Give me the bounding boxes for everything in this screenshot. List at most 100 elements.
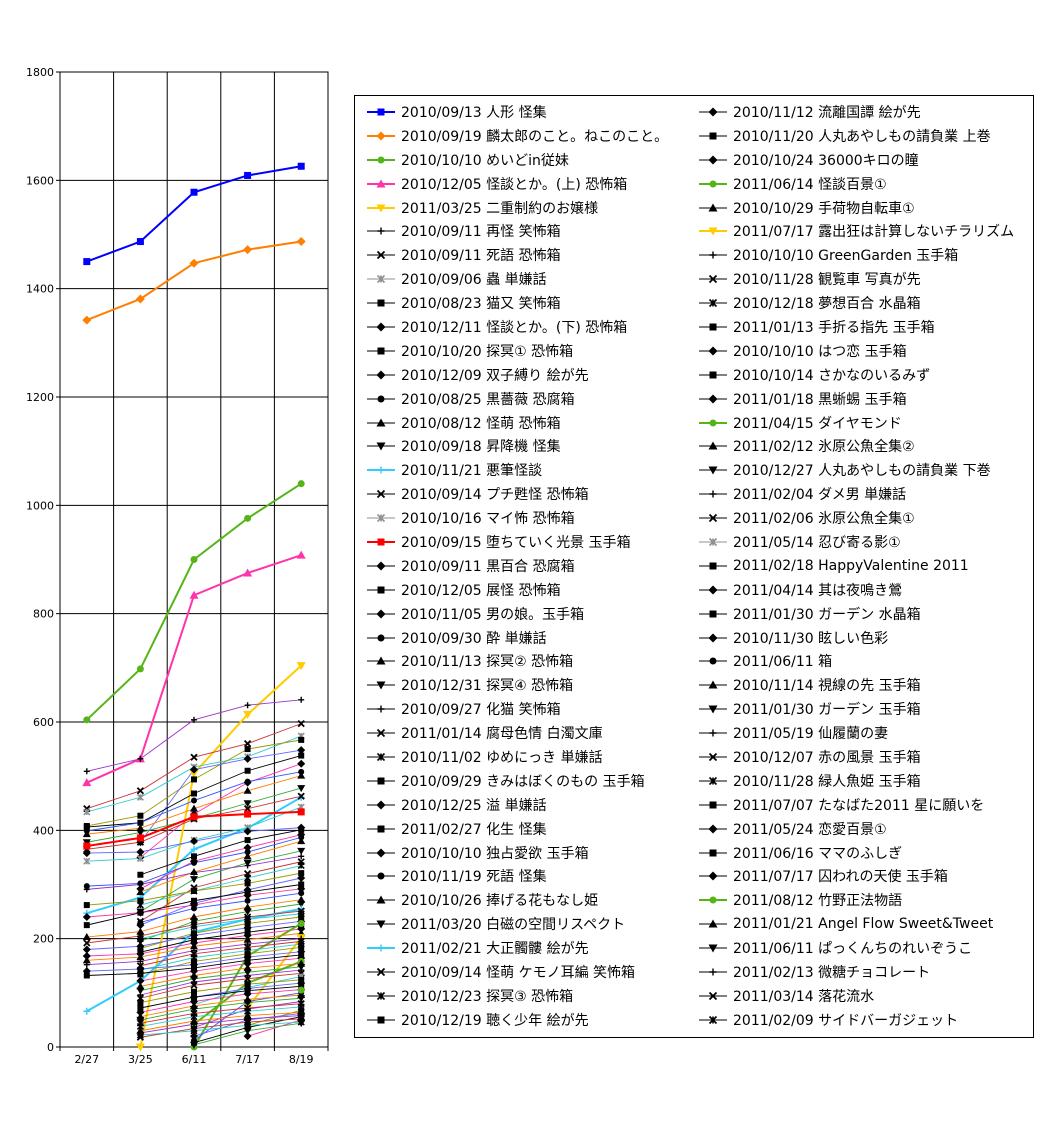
data-point [136, 848, 145, 856]
legend-point [376, 967, 386, 977]
legend-marker [699, 968, 727, 976]
data-point [243, 568, 253, 577]
data-point [136, 908, 145, 917]
legend-marker [367, 895, 395, 904]
legend-marker [699, 371, 727, 379]
legend-item: 2010/12/25 溢 単嫌話 [365, 793, 705, 817]
data-point [191, 988, 197, 995]
legend-label: 2010/12/27 人丸あやしもの請負業 下巻 [733, 463, 991, 480]
data-point [297, 924, 306, 933]
series-line [140, 763, 302, 858]
legend-marker [367, 227, 395, 235]
data-point [243, 786, 252, 794]
data-point [136, 976, 145, 985]
data-point [190, 918, 198, 926]
series-line [140, 1021, 302, 1036]
data-point [82, 913, 91, 921]
data-point [83, 824, 90, 831]
data-point [191, 853, 197, 860]
x-tick-label: 6/11 [182, 1053, 207, 1066]
legend-item: 2011/01/30 ガーデン 水晶箱 [697, 602, 1037, 626]
legend-point [377, 944, 385, 952]
legend-label: 2011/02/04 ダメ男 単嫌話 [733, 487, 907, 504]
legend-marker [699, 824, 727, 834]
legend-item: 2011/01/21 Angel Flow Sweet&Tweet [697, 912, 1037, 936]
legend-label: 2010/11/28 緑人魚姫 玉手箱 [733, 773, 921, 790]
legend-marker [367, 514, 395, 523]
data-point [243, 999, 252, 1007]
legend-marker [367, 466, 395, 474]
legend-point [708, 441, 718, 450]
data-point [82, 956, 91, 964]
legend-point [708, 155, 718, 165]
legend-point [708, 871, 718, 881]
series-line [140, 979, 302, 1004]
data-point [136, 787, 145, 795]
legend-item: 2011/07/17 囚われの天使 玉手箱 [697, 865, 1037, 889]
legend-marker [367, 322, 395, 332]
legend-label: 2011/07/17 囚われの天使 玉手箱 [733, 869, 948, 886]
legend-label: 2010/11/13 探冥② 恐怖箱 [401, 654, 574, 671]
data-point [137, 819, 144, 826]
legend-item: 2010/08/25 黒薔薇 恐腐箱 [365, 387, 705, 411]
legend-item: 2010/09/11 死語 恐怖箱 [365, 243, 705, 267]
legend-marker [367, 705, 395, 713]
legend-item: 2011/06/11 箱 [697, 649, 1037, 673]
legend-point [377, 538, 385, 546]
legend-marker [367, 800, 395, 810]
data-point [243, 975, 252, 983]
legend-label: 2010/09/11 再怪 笑怖箱 [401, 224, 561, 241]
legend-item: 2011/02/13 微糖チョコレート [697, 960, 1037, 984]
legend-marker [699, 394, 727, 404]
legend-marker [699, 537, 727, 547]
y-tick-label: 1200 [26, 391, 54, 404]
legend-point [709, 419, 717, 427]
legend-point [709, 562, 717, 570]
legend-marker [699, 919, 727, 928]
legend-item: 2011/03/25 二重制約のお嬢様 [365, 196, 705, 220]
data-point [190, 1006, 198, 1014]
legend-label: 2011/03/25 二重制約のお嬢様 [401, 200, 599, 217]
data-point [136, 1031, 144, 1039]
data-point [82, 778, 92, 787]
x-tick-label: 7/17 [235, 1053, 260, 1066]
legend-label: 2010/11/19 死語 怪集 [401, 869, 547, 886]
legend-item: 2010/10/24 36000キロの瞳 [697, 148, 1037, 172]
y-tick-label: 200 [33, 933, 54, 946]
legend-point [376, 418, 386, 427]
legend-label: 2010/10/10 GreenGarden 玉手箱 [733, 248, 959, 265]
legend-item: 2010/12/27 人丸あやしもの請負業 下巻 [697, 458, 1037, 482]
legend-point [377, 108, 385, 116]
legend-label: 2010/09/11 死語 恐怖箱 [401, 248, 561, 265]
data-point [297, 162, 305, 170]
legend-label: 2011/06/11 箱 [733, 654, 833, 671]
data-point [190, 753, 198, 761]
legend-item: 2010/12/19 聴く少年 絵が先 [365, 1008, 705, 1032]
data-point [297, 480, 305, 488]
legend-label: 2010/09/29 きみはぼくのもの 玉手箱 [401, 773, 645, 790]
data-point [136, 834, 144, 842]
data-point [243, 740, 252, 748]
data-point [83, 922, 90, 929]
legend-item: 2011/05/24 恋愛百景① [697, 817, 1037, 841]
data-point [136, 793, 144, 801]
legend-item: 2011/06/16 ママのふしぎ [697, 841, 1037, 865]
data-point [297, 771, 306, 779]
legend-item: 2011/04/14 其は夜鳴き鶯 [697, 578, 1037, 602]
data-point [189, 769, 199, 778]
legend-item: 2010/09/06 蟲 単嫌話 [365, 267, 705, 291]
legend-marker [367, 179, 395, 188]
legend-marker [699, 705, 727, 714]
data-point [297, 861, 305, 870]
legend-item: 2011/01/18 黒蜥蜴 玉手箱 [697, 387, 1037, 411]
data-point [243, 959, 252, 968]
legend-point [708, 919, 718, 928]
legend-point [708, 466, 718, 475]
legend-point [709, 896, 717, 904]
legend-item: 2010/11/13 探冥② 恐怖箱 [365, 649, 705, 673]
legend-label: 2010/10/26 捧げる花もなし姫 [401, 893, 599, 910]
legend-item: 2010/10/26 捧げる花もなし姫 [365, 888, 705, 912]
legend-item: 2010/12/18 夢想百合 水晶箱 [697, 291, 1037, 315]
legend-point [377, 1016, 385, 1024]
data-point [136, 824, 145, 832]
